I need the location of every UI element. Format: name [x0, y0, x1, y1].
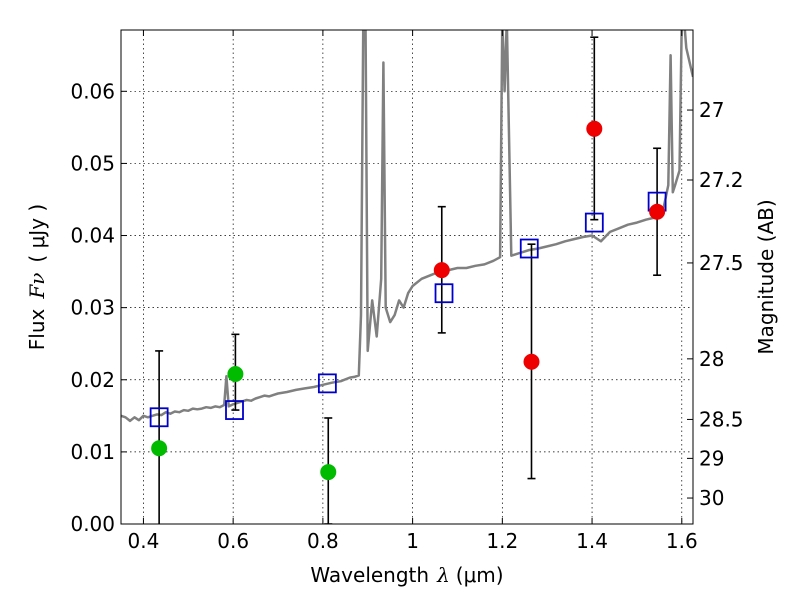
y2-tick-label: 29 — [699, 446, 724, 470]
y-tick-label: 0.01 — [70, 440, 115, 464]
y2-tick-label: 27.2 — [699, 168, 744, 192]
red-data-point — [586, 120, 603, 137]
red-data-point — [433, 262, 450, 279]
x-axis-label-unit: (μm) — [456, 563, 504, 587]
x-tick-label: 1 — [406, 529, 419, 553]
model-square-marker — [519, 238, 539, 259]
plot-frame — [120, 29, 694, 525]
y-axis-label: Flux Fν ( μJy ) — [25, 204, 49, 350]
y-tick-label: 0.04 — [70, 224, 115, 248]
x-tick-label: 0.8 — [307, 529, 339, 553]
y-tick-label: 0.06 — [70, 79, 115, 103]
x-axis-label-symbol: λ — [436, 563, 450, 587]
green-data-point — [151, 440, 168, 457]
x-tick-label: 0.4 — [128, 529, 160, 553]
x-axis-label-prefix: Wavelength — [310, 563, 429, 587]
model-square-marker — [317, 373, 337, 394]
y-axis-label-unit: ( μJy ) — [25, 204, 49, 263]
y2-tick-label: 28.5 — [699, 407, 744, 431]
x-tick-label: 1.2 — [486, 529, 518, 553]
green-data-point — [227, 365, 244, 382]
y2-tick-label: 28 — [699, 347, 724, 371]
y-axis-label-symbol: Fν — [25, 273, 49, 300]
model-square-marker — [225, 400, 244, 420]
y-axis-label-prefix: Flux — [25, 308, 49, 350]
tick-labels: 0.4 0.6 0.8 1 1.2 1.4 1.6 0.00 0.01 0.02 0.03 0.04 0… — [70, 79, 743, 553]
y-tick-label: 0.05 — [70, 151, 115, 175]
red-data-point — [523, 353, 540, 370]
y2-axis-label: Magnitude (AB) — [754, 199, 778, 354]
spectrum-line — [121, 30, 693, 423]
model-square-marker — [584, 212, 604, 233]
model-square-marker — [149, 407, 169, 428]
x-tick-label: 1.4 — [576, 529, 608, 553]
y2-tick-label: 27.5 — [699, 251, 744, 275]
plot-area-background — [121, 30, 693, 524]
data-layer — [121, 30, 693, 524]
x-axis-label: Wavelength λ (μm) — [310, 563, 503, 587]
axis-ticks — [121, 30, 693, 525]
red-data-point — [649, 203, 666, 220]
x-tick-label: 1.6 — [666, 529, 698, 553]
y-tick-label: 0.03 — [70, 296, 115, 320]
y-tick-label: 0.00 — [70, 512, 115, 536]
model-square-marker — [434, 283, 454, 304]
green-data-point — [320, 464, 337, 481]
x-tick-label: 0.6 — [217, 529, 249, 553]
y2-tick-label: 27 — [699, 98, 724, 122]
y2-tick-label: 30 — [699, 486, 724, 510]
y-tick-label: 0.02 — [70, 368, 115, 392]
